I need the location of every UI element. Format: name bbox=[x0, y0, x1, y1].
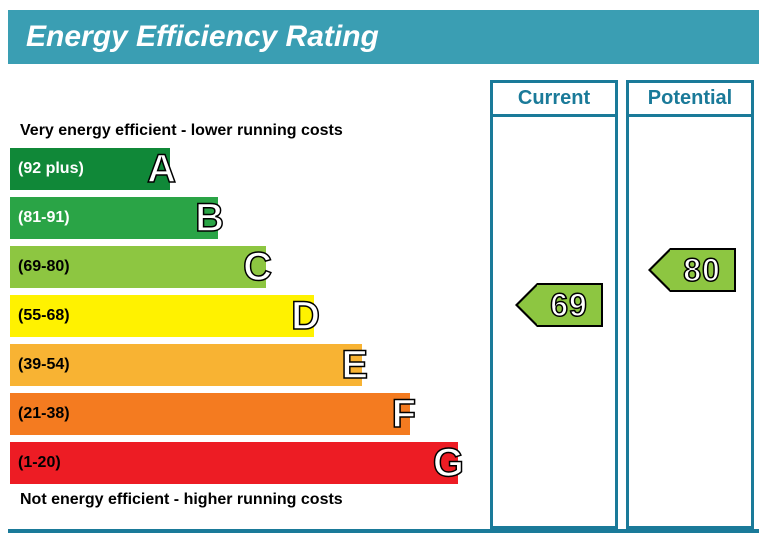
current-pointer: 69 bbox=[515, 283, 603, 327]
potential-value: 80 bbox=[683, 252, 721, 289]
band-range-c: (69-80) bbox=[10, 258, 70, 276]
epc-chart: Energy Efficiency Rating Current Potenti… bbox=[0, 0, 765, 537]
top-efficiency-label: Very energy efficient - lower running co… bbox=[20, 122, 343, 140]
column-header-potential: Potential bbox=[626, 80, 754, 114]
band-letter-d: D bbox=[291, 294, 320, 339]
bottom-efficiency-label: Not energy efficient - higher running co… bbox=[20, 491, 343, 509]
column-body-potential bbox=[626, 114, 754, 529]
band-b: (81-91)B bbox=[10, 197, 218, 239]
band-letter-f: F bbox=[392, 392, 416, 437]
band-g: (1-20)G bbox=[10, 442, 458, 484]
band-e: (39-54)E bbox=[10, 344, 362, 386]
band-letter-b: B bbox=[195, 196, 224, 241]
band-range-b: (81-91) bbox=[10, 209, 70, 227]
band-letter-a: A bbox=[147, 147, 176, 192]
band-c: (69-80)C bbox=[10, 246, 266, 288]
band-letter-e: E bbox=[341, 343, 368, 388]
current-value: 69 bbox=[550, 287, 588, 324]
band-range-g: (1-20) bbox=[10, 454, 61, 472]
potential-pointer: 80 bbox=[648, 248, 736, 292]
band-letter-c: C bbox=[243, 245, 272, 290]
band-range-e: (39-54) bbox=[10, 356, 70, 374]
title-text: Energy Efficiency Rating bbox=[26, 20, 379, 54]
band-a: (92 plus)A bbox=[10, 148, 170, 190]
band-f: (21-38)F bbox=[10, 393, 410, 435]
title-bar: Energy Efficiency Rating bbox=[8, 10, 759, 64]
bottom-border bbox=[8, 529, 759, 533]
band-range-a: (92 plus) bbox=[10, 160, 84, 178]
band-letter-g: G bbox=[433, 441, 464, 486]
band-d: (55-68)D bbox=[10, 295, 314, 337]
column-header-potential-label: Potential bbox=[648, 87, 732, 110]
band-range-d: (55-68) bbox=[10, 307, 70, 325]
column-header-current: Current bbox=[490, 80, 618, 114]
band-range-f: (21-38) bbox=[10, 405, 70, 423]
column-header-current-label: Current bbox=[518, 87, 590, 110]
